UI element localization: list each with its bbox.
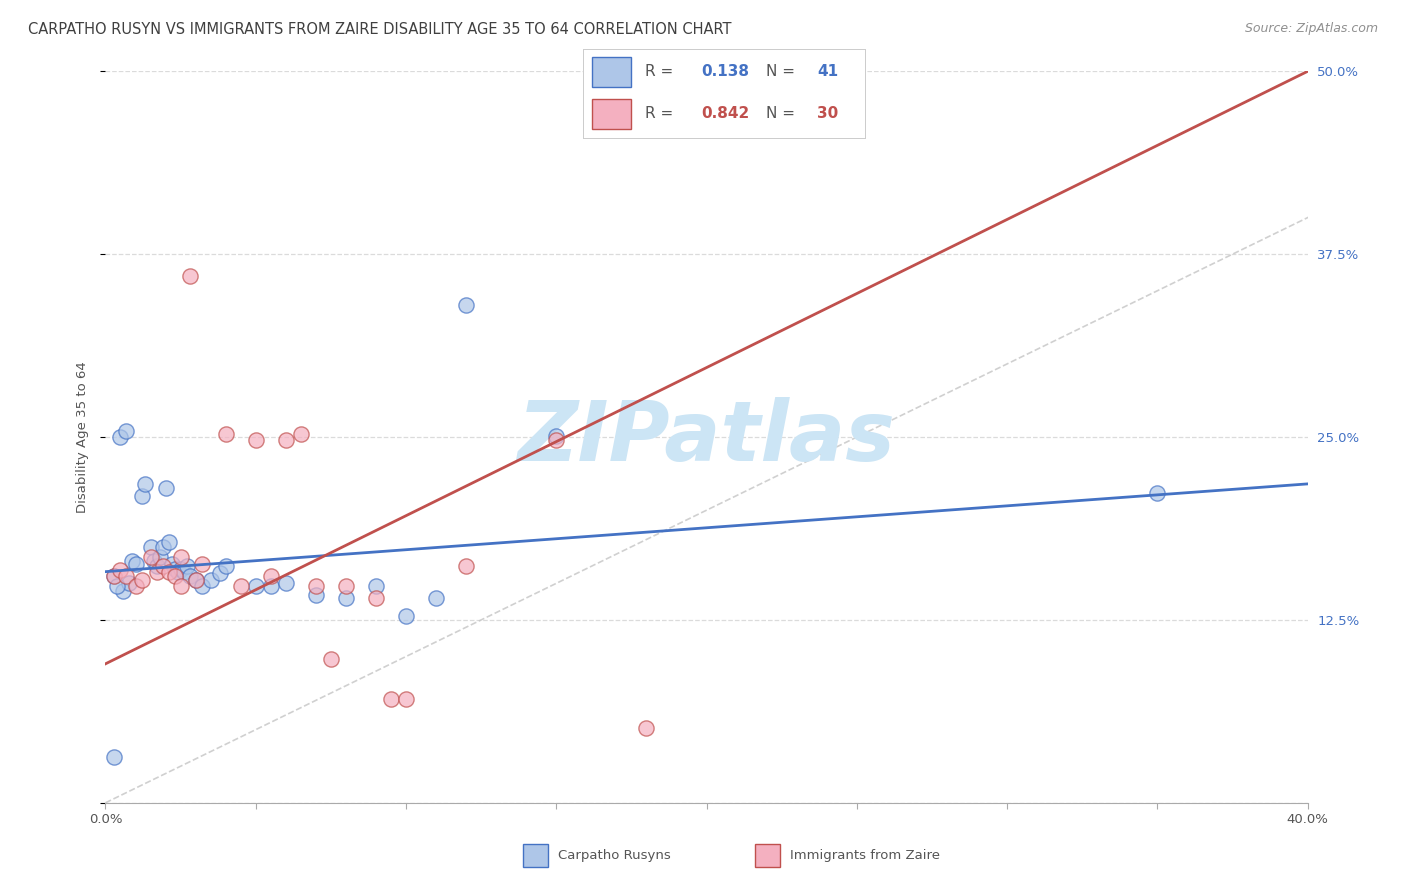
Point [157, 565, 180, 579]
Point [115, 424, 138, 438]
Text: 0.842: 0.842 [702, 106, 749, 120]
Point [454, 298, 477, 312]
Point [425, 591, 447, 605]
Text: 0.138: 0.138 [702, 64, 749, 78]
Point [152, 558, 174, 573]
Point [131, 489, 153, 503]
Point [169, 579, 191, 593]
Point [380, 692, 402, 706]
Point [364, 579, 387, 593]
Text: R =: R = [645, 106, 679, 120]
Point [139, 549, 162, 564]
Point [229, 579, 252, 593]
Point [134, 476, 156, 491]
Point [124, 558, 146, 572]
Point [245, 433, 267, 447]
Point [169, 562, 191, 576]
Point [103, 569, 125, 583]
Point [179, 269, 201, 284]
Text: 30: 30 [817, 106, 838, 120]
Point [131, 574, 153, 588]
Point [160, 558, 183, 572]
Point [115, 569, 138, 583]
Point [152, 540, 174, 554]
Text: N =: N = [766, 106, 800, 120]
Point [305, 579, 328, 593]
Text: Source: ZipAtlas.com: Source: ZipAtlas.com [1244, 22, 1378, 36]
Point [148, 549, 170, 564]
Point [157, 535, 180, 549]
Text: CARPATHO RUSYN VS IMMIGRANTS FROM ZAIRE DISABILITY AGE 35 TO 64 CORRELATION CHAR: CARPATHO RUSYN VS IMMIGRANTS FROM ZAIRE … [28, 22, 731, 37]
Text: 41: 41 [817, 64, 838, 78]
Bar [755, 844, 780, 867]
Point [112, 583, 135, 598]
Point [395, 692, 418, 706]
Point [139, 540, 162, 554]
Point [1146, 485, 1168, 500]
Point [169, 549, 191, 564]
Point [110, 430, 132, 444]
Point [546, 428, 568, 442]
Point [305, 588, 328, 602]
Point [184, 574, 207, 588]
Point [166, 565, 188, 579]
Point [145, 558, 167, 573]
Point [103, 750, 125, 764]
Point [184, 574, 207, 588]
Point [121, 554, 143, 568]
Point [142, 554, 165, 568]
Point [395, 608, 418, 623]
Point [163, 569, 186, 583]
Point [155, 481, 177, 495]
Bar [592, 99, 631, 129]
Text: ZIPatlas: ZIPatlas [517, 397, 896, 477]
Point [208, 566, 231, 581]
Point [107, 579, 129, 593]
Point [190, 579, 212, 593]
Point [364, 591, 387, 605]
Point [190, 558, 212, 572]
Point [176, 558, 198, 573]
Point [200, 574, 222, 588]
Point [173, 565, 195, 579]
Point [454, 558, 477, 573]
Point [110, 563, 132, 577]
Bar [523, 844, 548, 867]
Point [636, 721, 658, 735]
Point [214, 558, 236, 573]
Point [260, 569, 283, 583]
Point [290, 427, 312, 442]
Bar [592, 57, 631, 87]
Text: Immigrants from Zaire: Immigrants from Zaire [790, 849, 941, 862]
Point [103, 569, 125, 583]
Point [145, 565, 167, 579]
Text: Carpatho Rusyns: Carpatho Rusyns [558, 849, 671, 862]
Point [274, 433, 297, 447]
Point [163, 562, 186, 576]
Point [124, 579, 146, 593]
Point [245, 579, 267, 593]
Point [274, 576, 297, 591]
Point [335, 591, 357, 605]
Point [335, 579, 357, 593]
Y-axis label: Disability Age 35 to 64: Disability Age 35 to 64 [76, 361, 89, 513]
Point [319, 652, 342, 666]
Point [118, 576, 141, 591]
Point [214, 427, 236, 442]
Text: N =: N = [766, 64, 800, 78]
Text: R =: R = [645, 64, 679, 78]
Point [546, 433, 568, 447]
Point [260, 579, 283, 593]
Point [179, 569, 201, 583]
